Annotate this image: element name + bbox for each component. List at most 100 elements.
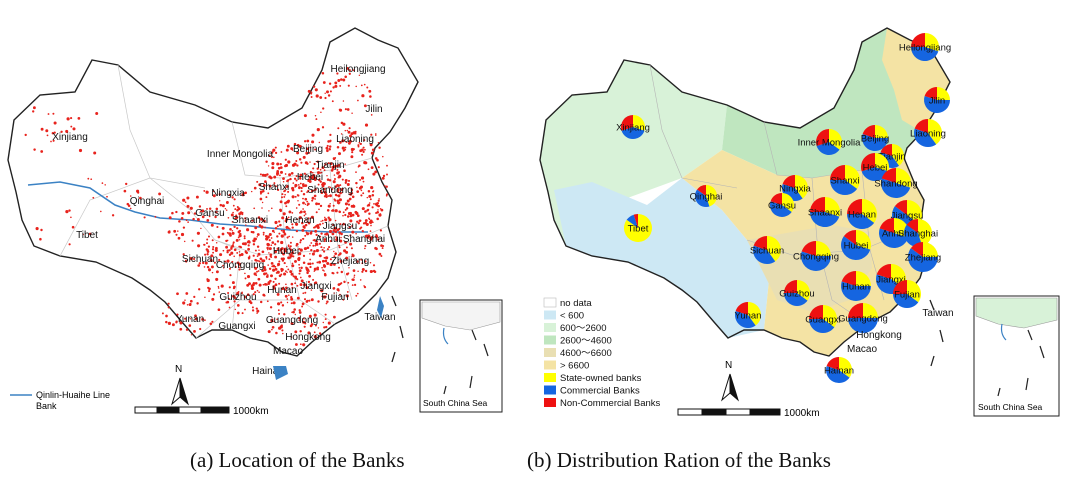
bank-point [269,279,272,283]
bank-point [185,292,189,295]
bank-point [374,157,378,160]
bank-point [232,241,235,244]
bank-point [237,262,241,266]
bank-point [333,250,335,253]
bank-point [318,208,320,211]
bank-point [370,166,374,170]
bank-point [331,100,334,103]
bank-point [345,141,348,144]
bank-point [283,313,286,316]
bank-point [210,223,214,227]
bank-point [310,283,313,286]
pie-slice-commercial [848,318,878,333]
bank-point [364,161,368,165]
bank-point [233,300,236,303]
bank-point [362,192,365,195]
bank-point [125,182,128,186]
bank-point [283,232,287,236]
bank-point [256,180,259,183]
bank-point [270,237,273,239]
bank-point [290,147,294,151]
bank-point [222,267,225,269]
bank-point [333,165,337,169]
bank-point [236,206,239,208]
bank-point [272,269,275,272]
bank-point [238,245,241,248]
bank-point [214,248,218,252]
bank-point [241,193,245,197]
bank-point [277,166,281,170]
bank-point [225,301,228,304]
bank-point [305,300,309,303]
bank-point [306,221,309,224]
bank-point [262,259,266,263]
bank-point [316,128,320,132]
bank-point [284,187,287,189]
bank-point [206,207,208,210]
legend-swatch [544,323,556,332]
bank-point [304,184,308,187]
bank-point [368,89,372,93]
bank-point [297,199,299,202]
bank-point [279,247,283,251]
bank-point [290,282,294,286]
bank-point [32,106,36,110]
bank-point [194,317,198,321]
bank-point [267,248,269,251]
bank-point [228,306,231,309]
bank-point [306,200,309,203]
bank-point [282,212,286,216]
bank-point [303,325,306,328]
province-pie: Qinghai [690,185,722,207]
bank-point [221,204,225,208]
bank-point [299,241,302,244]
bank-point [342,298,345,301]
bank-point [338,266,340,269]
bank-point [353,283,357,287]
bank-point [346,129,349,132]
bank-point [332,229,336,232]
bank-point [210,265,214,269]
province-label-a: Shanghai [343,234,385,245]
bank-point [230,251,234,255]
bank-point [95,112,99,115]
bank-point [189,299,193,303]
bank-point [274,220,278,225]
bank-point [314,88,318,92]
bank-point [299,248,303,252]
bank-point [70,117,73,120]
bank-point [237,236,240,239]
legend-label: 600～2600 [560,323,606,334]
bank-point [308,175,312,179]
province-pie: Shanghai [898,219,938,247]
pie-slice-commercial [914,128,937,148]
bank-point [290,297,294,301]
bank-point [295,229,299,233]
bank-point [236,251,239,254]
bank-point [361,268,365,271]
bank-point [265,257,268,260]
bank-point [342,100,345,102]
bank-point [280,267,283,271]
bank-point [344,213,347,217]
bank-point [303,317,305,320]
bank-point [280,234,284,237]
bank-point [292,301,296,305]
bank-point [302,155,306,159]
bank-point [265,275,269,278]
bank-point [299,182,302,185]
bank-point [326,300,329,304]
bank-point [194,314,197,318]
bank-point [234,208,237,211]
pie-slice-non-commercial [621,115,633,131]
bank-point [45,129,49,133]
province-label-b: Ningxia [779,184,811,195]
pie-slice-state-owned [633,115,645,131]
bank-point [294,277,298,280]
bank-point [177,230,179,232]
bank-point [215,270,219,274]
bank-point [368,221,371,223]
bank-point [266,300,269,303]
province-pie: Hainan [824,357,854,383]
bank-point [375,133,377,135]
